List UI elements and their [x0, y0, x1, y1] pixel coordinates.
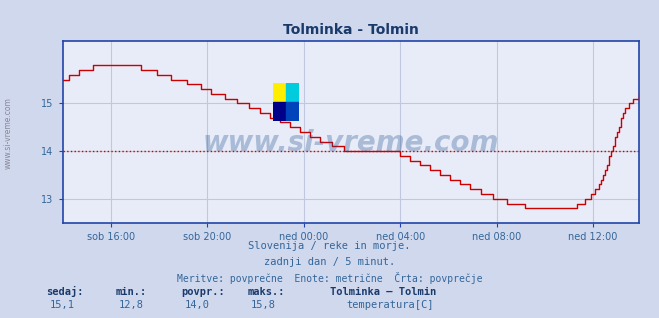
Text: 15,1: 15,1 [49, 301, 74, 310]
Title: Tolminka - Tolmin: Tolminka - Tolmin [283, 24, 419, 38]
Text: sedaj:: sedaj: [46, 286, 84, 297]
Text: min.:: min.: [115, 287, 146, 297]
Text: www.si-vreme.com: www.si-vreme.com [203, 129, 499, 157]
Bar [286, 83, 299, 102]
Text: 12,8: 12,8 [119, 301, 144, 310]
Text: 15,8: 15,8 [250, 301, 275, 310]
Text: www.si-vreme.com: www.si-vreme.com [3, 98, 13, 169]
Text: Tolminka – Tolmin: Tolminka – Tolmin [330, 287, 436, 297]
Bar [273, 83, 286, 102]
Text: zadnji dan / 5 minut.: zadnji dan / 5 minut. [264, 257, 395, 267]
Bar [273, 102, 286, 121]
Text: Meritve: povprečne  Enote: metrične  Črta: povprečje: Meritve: povprečne Enote: metrične Črta:… [177, 272, 482, 284]
Text: 14,0: 14,0 [185, 301, 210, 310]
Bar [286, 102, 299, 121]
Text: temperatura[C]: temperatura[C] [346, 301, 434, 310]
Text: maks.:: maks.: [247, 287, 285, 297]
Text: povpr.:: povpr.: [181, 287, 225, 297]
Text: Slovenija / reke in morje.: Slovenija / reke in morje. [248, 241, 411, 252]
